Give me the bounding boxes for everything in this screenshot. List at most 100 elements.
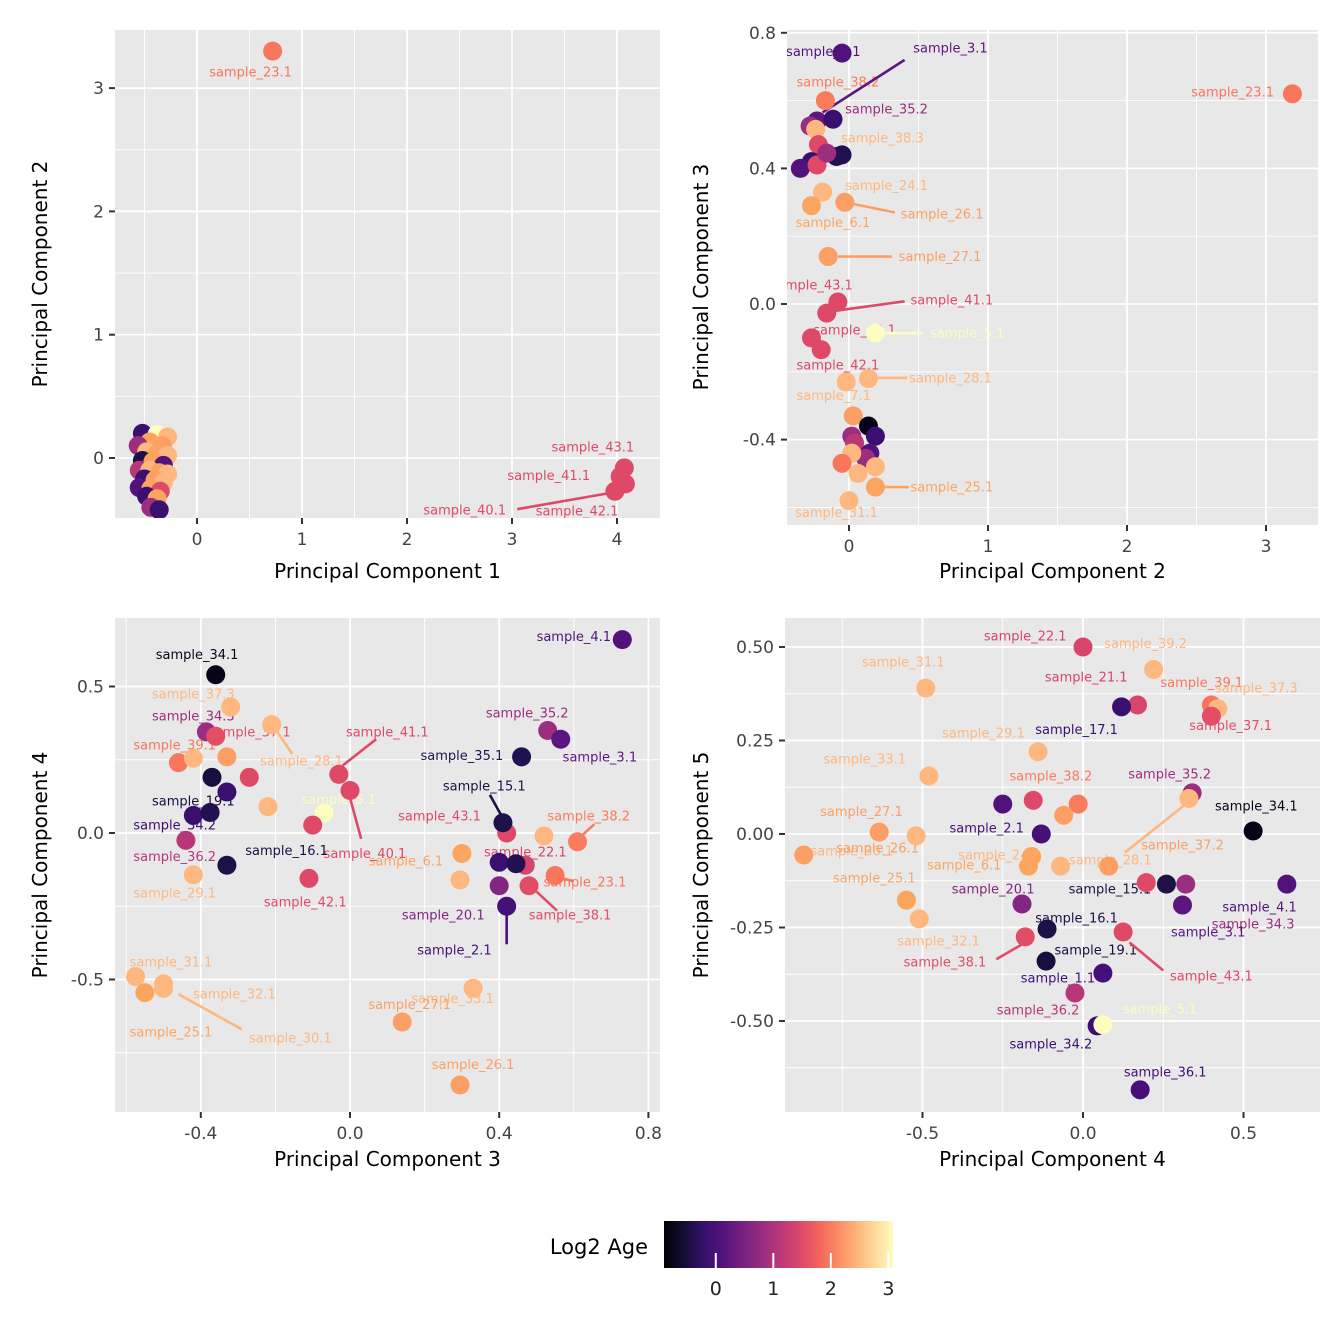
sample-label: sample_20.1 xyxy=(952,882,1035,897)
scatter-points xyxy=(794,637,1297,1100)
scatter-point xyxy=(545,865,565,885)
scatter-point xyxy=(1130,1080,1150,1100)
sample-label: sample_39.2 xyxy=(1104,637,1187,652)
sample-label: sample_43.1 xyxy=(1170,970,1253,985)
y-tick-label: 0.25 xyxy=(736,732,774,752)
leader-line xyxy=(1123,803,1187,854)
y-tick-label: 0.50 xyxy=(736,638,774,658)
scatter-point xyxy=(1031,824,1051,844)
gridlines xyxy=(115,30,660,518)
sample-label: sample_34.2 xyxy=(1010,1038,1093,1053)
legend: 0 1 2 3 xyxy=(664,1221,894,1300)
sample-label: sample_16.1 xyxy=(1035,912,1118,927)
axis-title-pc5-y: Principal Component 5 xyxy=(689,751,713,979)
leader-line xyxy=(834,299,905,313)
sample-label: sample_35.1 xyxy=(421,749,504,764)
scatter-point xyxy=(217,782,237,802)
leader-line xyxy=(177,993,243,1031)
scatter-point xyxy=(790,158,810,178)
y-tick-label: 0.00 xyxy=(736,825,774,845)
scatter-point xyxy=(176,830,196,850)
leader-lines xyxy=(821,58,923,489)
sample-label: sample_43.1 xyxy=(770,279,853,294)
y-tick-label: 0.0 xyxy=(77,824,104,844)
scatter-point xyxy=(815,91,835,111)
scatter-point xyxy=(1028,742,1048,762)
x-tick-label: 1 xyxy=(983,537,994,557)
panel-2: -0.4 0.0 0.4 0.80.50.0-0.5sample_34.1sample… xyxy=(71,618,662,1144)
sample-label: sample_33.1 xyxy=(823,753,906,768)
sample-label: sample_41.1 xyxy=(507,469,590,484)
sample-label: sample_16.1 xyxy=(245,844,328,859)
scatter-point xyxy=(489,852,509,872)
sample-label: sample_15.1 xyxy=(1069,882,1152,897)
axis-title-pc2-y: Principal Component 2 xyxy=(28,160,52,388)
gridlines xyxy=(787,30,1318,525)
x-tick-label: 3 xyxy=(1261,537,1272,557)
scatter-point xyxy=(1051,856,1071,876)
sample-label: sample_34.3 xyxy=(1212,917,1295,932)
scatter-points xyxy=(126,630,632,1095)
x-tick-label: 0.0 xyxy=(336,1124,363,1144)
scatter-point xyxy=(1037,919,1057,939)
scatter-point xyxy=(135,983,155,1003)
sample-label: sample_42.1 xyxy=(797,359,880,374)
scatter-point xyxy=(1093,1015,1113,1035)
sample-label: sample_23.1 xyxy=(1191,86,1274,101)
scatter-point xyxy=(1144,659,1164,679)
scatter-point xyxy=(534,826,554,846)
scatter-point xyxy=(1099,856,1119,876)
sample-label: sample_30.1 xyxy=(249,1032,332,1047)
sample-label: sample_23.1 xyxy=(209,66,292,81)
sample-label: sample_17.1 xyxy=(1035,723,1118,738)
sample-label: sample_25.1 xyxy=(911,481,994,496)
sample-label: sample_28.1 xyxy=(260,755,343,770)
y-tick-label: 0 xyxy=(93,449,104,469)
sample-label: sample_3.1 xyxy=(913,42,987,57)
panel-background xyxy=(115,30,660,518)
sample-label: sample_1.1 xyxy=(1021,971,1095,986)
scatter-point xyxy=(154,978,173,998)
sample-label: sample_27.1 xyxy=(820,805,903,820)
sample-label: sample_35.2 xyxy=(486,706,569,721)
axis-title-pc4-y: Principal Component 4 xyxy=(28,751,52,979)
leader-line xyxy=(562,877,575,883)
scatter-point xyxy=(217,747,237,767)
sample-label: sample_26.1 xyxy=(836,841,919,856)
leader-line xyxy=(341,738,377,767)
sample-label: sample_38.2 xyxy=(1010,770,1093,785)
sample-label: sample_34.1 xyxy=(156,648,239,663)
scatter-point xyxy=(612,630,632,650)
scatter-point xyxy=(206,665,226,685)
leader-line xyxy=(1128,941,1165,972)
sample-label: sample_36.2 xyxy=(997,1003,1080,1018)
scatter-point xyxy=(817,303,837,323)
scatter-point xyxy=(865,323,885,343)
scatter-point xyxy=(839,491,859,511)
sample-labels: sample_22.1 sample_39.2 sample_31.1 sample_… xyxy=(811,629,1298,1080)
axis-title-pc3-x: Principal Component 3 xyxy=(274,1147,501,1171)
scatter-point xyxy=(497,896,517,916)
x-tick-label: -0.4 xyxy=(184,1124,217,1144)
sample-label: sample_38.1 xyxy=(529,909,612,924)
x-tick-label: 0.0 xyxy=(1069,1124,1096,1144)
sample-label: sample_27.1 xyxy=(899,250,982,265)
scatter-point xyxy=(1179,788,1199,808)
y-tick-label: 2 xyxy=(93,202,104,222)
scatter-point xyxy=(1018,856,1038,876)
scatter-point xyxy=(1176,874,1196,894)
scatter-point xyxy=(329,764,349,784)
scatter-point xyxy=(450,1075,470,1095)
sample-label: sample_19.1 xyxy=(1054,943,1137,958)
sample-label: sample_38.2 xyxy=(547,810,630,825)
leader-lines xyxy=(517,491,614,511)
scatter-point xyxy=(909,909,929,929)
x-tick-label: 0.8 xyxy=(635,1124,662,1144)
scatter-point xyxy=(299,868,319,888)
leader-lines xyxy=(995,803,1187,972)
sample-label: sample_43.1 xyxy=(398,810,481,825)
scatter-point xyxy=(450,870,470,890)
scatter-point xyxy=(1201,706,1221,726)
scatter-point xyxy=(489,876,509,896)
